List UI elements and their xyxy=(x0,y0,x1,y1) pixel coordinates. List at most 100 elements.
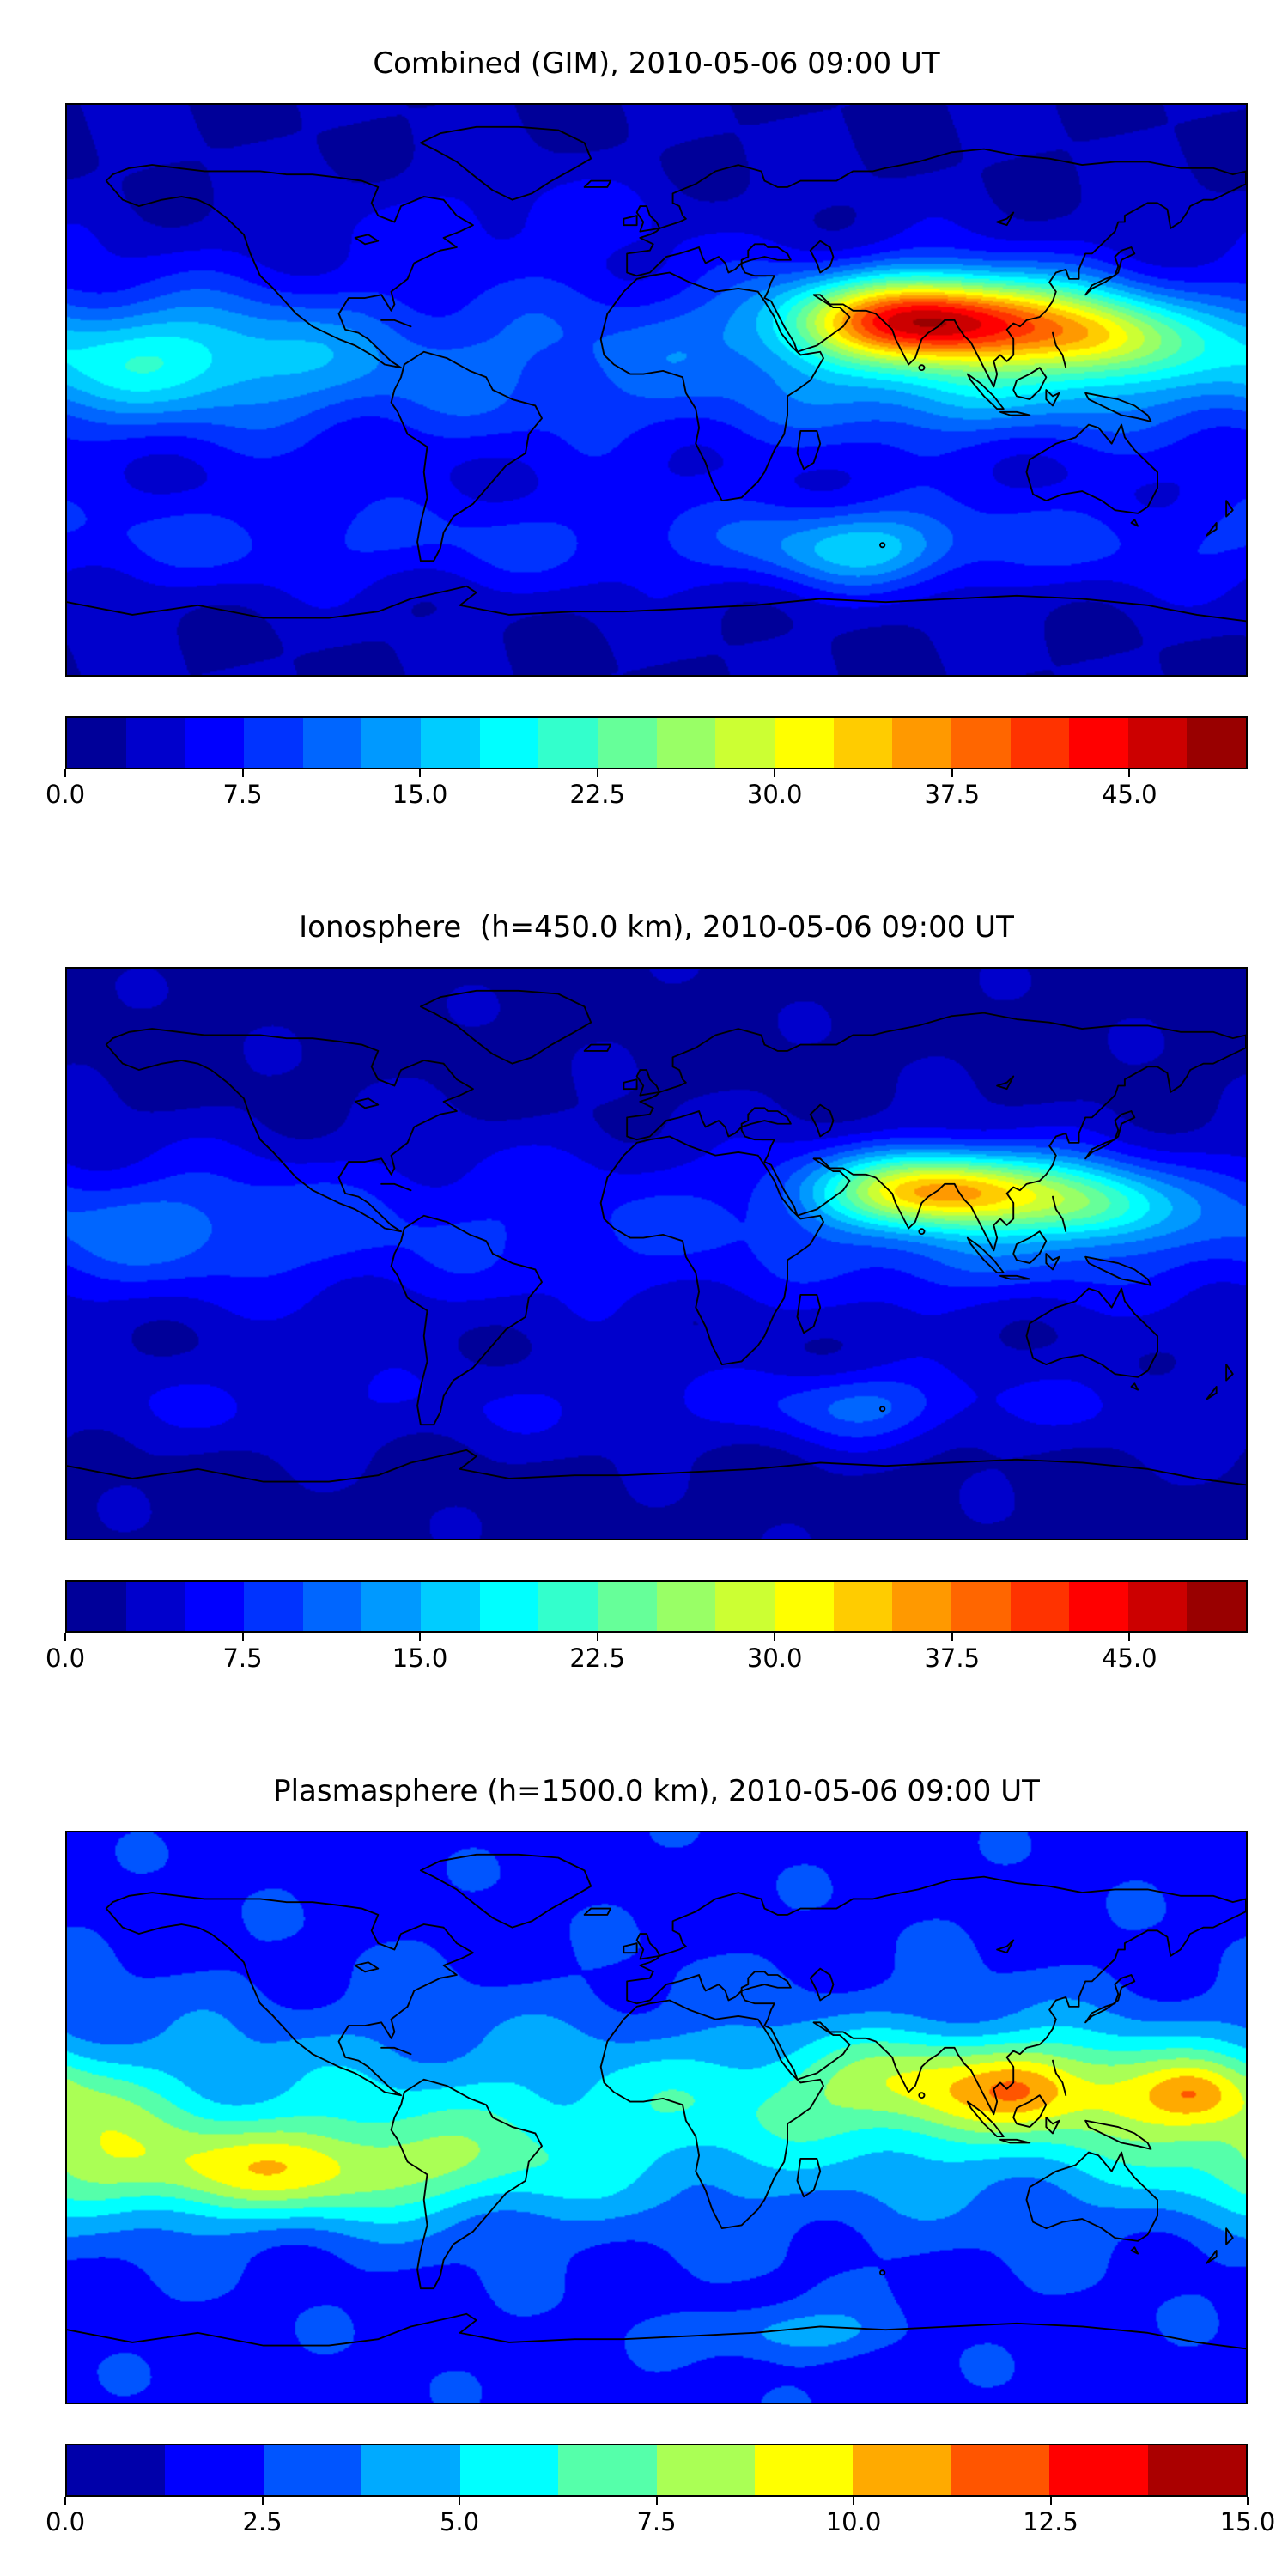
colorbar-tick-mark xyxy=(655,2497,658,2505)
colorbar-tick-mark xyxy=(1128,769,1131,777)
colorbar-segment xyxy=(243,718,303,768)
colorbar-segment xyxy=(243,1582,303,1631)
colorbar-segment xyxy=(263,2445,362,2495)
coastline-landmass xyxy=(635,205,661,233)
coastline-landmass xyxy=(1130,519,1139,527)
colorbar-tick-label: 22.5 xyxy=(569,1643,625,1673)
colorbar-tick-mark xyxy=(853,2497,854,2505)
colorbar-tick-mark xyxy=(1247,2497,1249,2505)
colorbar-tick-mark xyxy=(459,2497,460,2505)
colorbar-segment xyxy=(1049,2445,1148,2495)
colorbar-segment xyxy=(479,1582,539,1631)
colorbar-tick-mark xyxy=(419,769,422,777)
colorbar-tick-label: 15.0 xyxy=(1219,2507,1276,2537)
colorbar-tick-mark xyxy=(64,1633,66,1641)
colorbar-segment xyxy=(853,2445,951,2495)
coastline-landmass xyxy=(1084,1110,1136,1160)
colorbar-tick-mark xyxy=(596,769,598,777)
colorbar-segment xyxy=(1127,718,1188,768)
colorbar-ticks-ionosphere: 0.0 7.5 15.0 22.5 30.0 37.5 45.0 xyxy=(46,1633,1248,1678)
colorbar-segment xyxy=(951,1582,1011,1631)
colorbar-tick-label: 15.0 xyxy=(392,1643,448,1673)
colorbar-tick-label: 37.5 xyxy=(924,1643,981,1673)
colorbar-segment xyxy=(597,1582,657,1631)
colorbar-tick-label: 5.0 xyxy=(439,2507,480,2537)
colorbar-segment xyxy=(892,1582,951,1631)
coastline-landmass xyxy=(796,1294,822,1334)
colorbar-ticks-plasmasphere: 0.0 2.5 5.0 7.5 10.0 12.5 15.0 xyxy=(46,2497,1275,2542)
coastline-landmass xyxy=(419,989,592,1065)
colorbar-tick-mark xyxy=(951,1633,953,1641)
coastline-landmass xyxy=(623,215,638,227)
island-dot xyxy=(918,1228,926,1236)
colorbar-tick-label: 45.0 xyxy=(1102,780,1157,809)
colorbar-segment xyxy=(1069,718,1128,768)
colorbar-segment xyxy=(302,1582,362,1631)
colorbar-tick-mark xyxy=(241,769,244,777)
coastline-open xyxy=(67,2312,1246,2350)
coastline-open xyxy=(67,1449,1246,1486)
coastline-landmass xyxy=(999,2138,1031,2144)
coastline-landmass xyxy=(419,1853,592,1929)
coastline-open xyxy=(1052,331,1067,369)
tec-field-canvas-ionosphere xyxy=(67,969,1246,1539)
colorbar-tick-label: 12.5 xyxy=(1023,2507,1078,2537)
colorbar-segment xyxy=(361,1582,421,1631)
coastline-landmass xyxy=(419,125,592,201)
colorbar-plasmasphere xyxy=(65,2444,1248,2497)
colorbar-tick-mark xyxy=(64,769,66,777)
coastline-landmass xyxy=(966,1236,1005,1274)
coastline-landmass xyxy=(1206,522,1218,537)
panel-title-combined: Combined (GIM), 2010-05-06 09:00 UT xyxy=(373,46,940,81)
island-dot xyxy=(918,364,926,372)
map-ionosphere xyxy=(65,967,1248,1540)
colorbar-segment xyxy=(951,718,1011,768)
coastline-landmass xyxy=(966,373,1005,410)
colorbar-segment xyxy=(1010,1582,1070,1631)
coastline-open xyxy=(1052,2059,1067,2097)
coastline-landmass xyxy=(623,1078,638,1091)
colorbar-segment xyxy=(558,2445,657,2495)
coastline-landmass xyxy=(996,1939,1015,1954)
coastline-landmass xyxy=(583,179,612,188)
coastline-landmass xyxy=(999,410,1031,416)
colorbar-segment xyxy=(302,718,362,768)
colorbar-segment xyxy=(951,2445,1050,2495)
colorbar-segment xyxy=(656,2445,755,2495)
colorbar-segment xyxy=(833,1582,893,1631)
coastline-landmass xyxy=(635,1933,661,1960)
colorbar-segment xyxy=(715,718,775,768)
colorbar-segment xyxy=(479,718,539,768)
coastline-landmass xyxy=(105,1028,474,1233)
coastline-landmass xyxy=(599,271,824,502)
coastline-landmass xyxy=(626,1875,1246,2116)
coastline-landmass xyxy=(809,1103,835,1138)
colorbar-tick-label: 0.0 xyxy=(45,780,86,809)
coastline-landmass xyxy=(599,1135,824,1366)
coastline-landmass xyxy=(1012,367,1048,400)
colorbar-tick-label: 10.0 xyxy=(825,2507,882,2537)
coastline-landmass xyxy=(966,2100,1005,2138)
coastline-landmass xyxy=(354,234,380,246)
coastline-landmass xyxy=(583,1043,612,1052)
coastline-landmass xyxy=(635,1069,661,1097)
colorbar-combined xyxy=(65,716,1248,769)
colorbar-segment xyxy=(420,718,480,768)
coastline-landmass xyxy=(1084,1974,1136,2024)
coastline-landmass xyxy=(105,164,474,369)
colorbar-segment xyxy=(656,1582,716,1631)
coastline-landmass xyxy=(996,211,1015,227)
colorbar-ticks-combined: 0.0 7.5 15.0 22.5 30.0 37.5 45.0 xyxy=(46,769,1248,814)
colorbar-tick-mark xyxy=(774,769,776,777)
colorbar-segment xyxy=(459,2445,559,2495)
world-coastlines xyxy=(67,1853,1246,2350)
coastline-landmass xyxy=(809,240,835,274)
coastline-landmass xyxy=(354,1961,380,1973)
colorbar-segment xyxy=(67,1582,126,1631)
panel-title-plasmasphere: Plasmasphere (h=1500.0 km), 2010-05-06 0… xyxy=(273,1774,1040,1808)
colorbar-tick-label: 45.0 xyxy=(1102,1643,1157,1673)
colorbar-segment xyxy=(754,2445,854,2495)
coastline-landmass xyxy=(105,1892,474,2097)
panel-title-ionosphere: Ionosphere (h=450.0 km), 2010-05-06 09:0… xyxy=(299,910,1014,945)
